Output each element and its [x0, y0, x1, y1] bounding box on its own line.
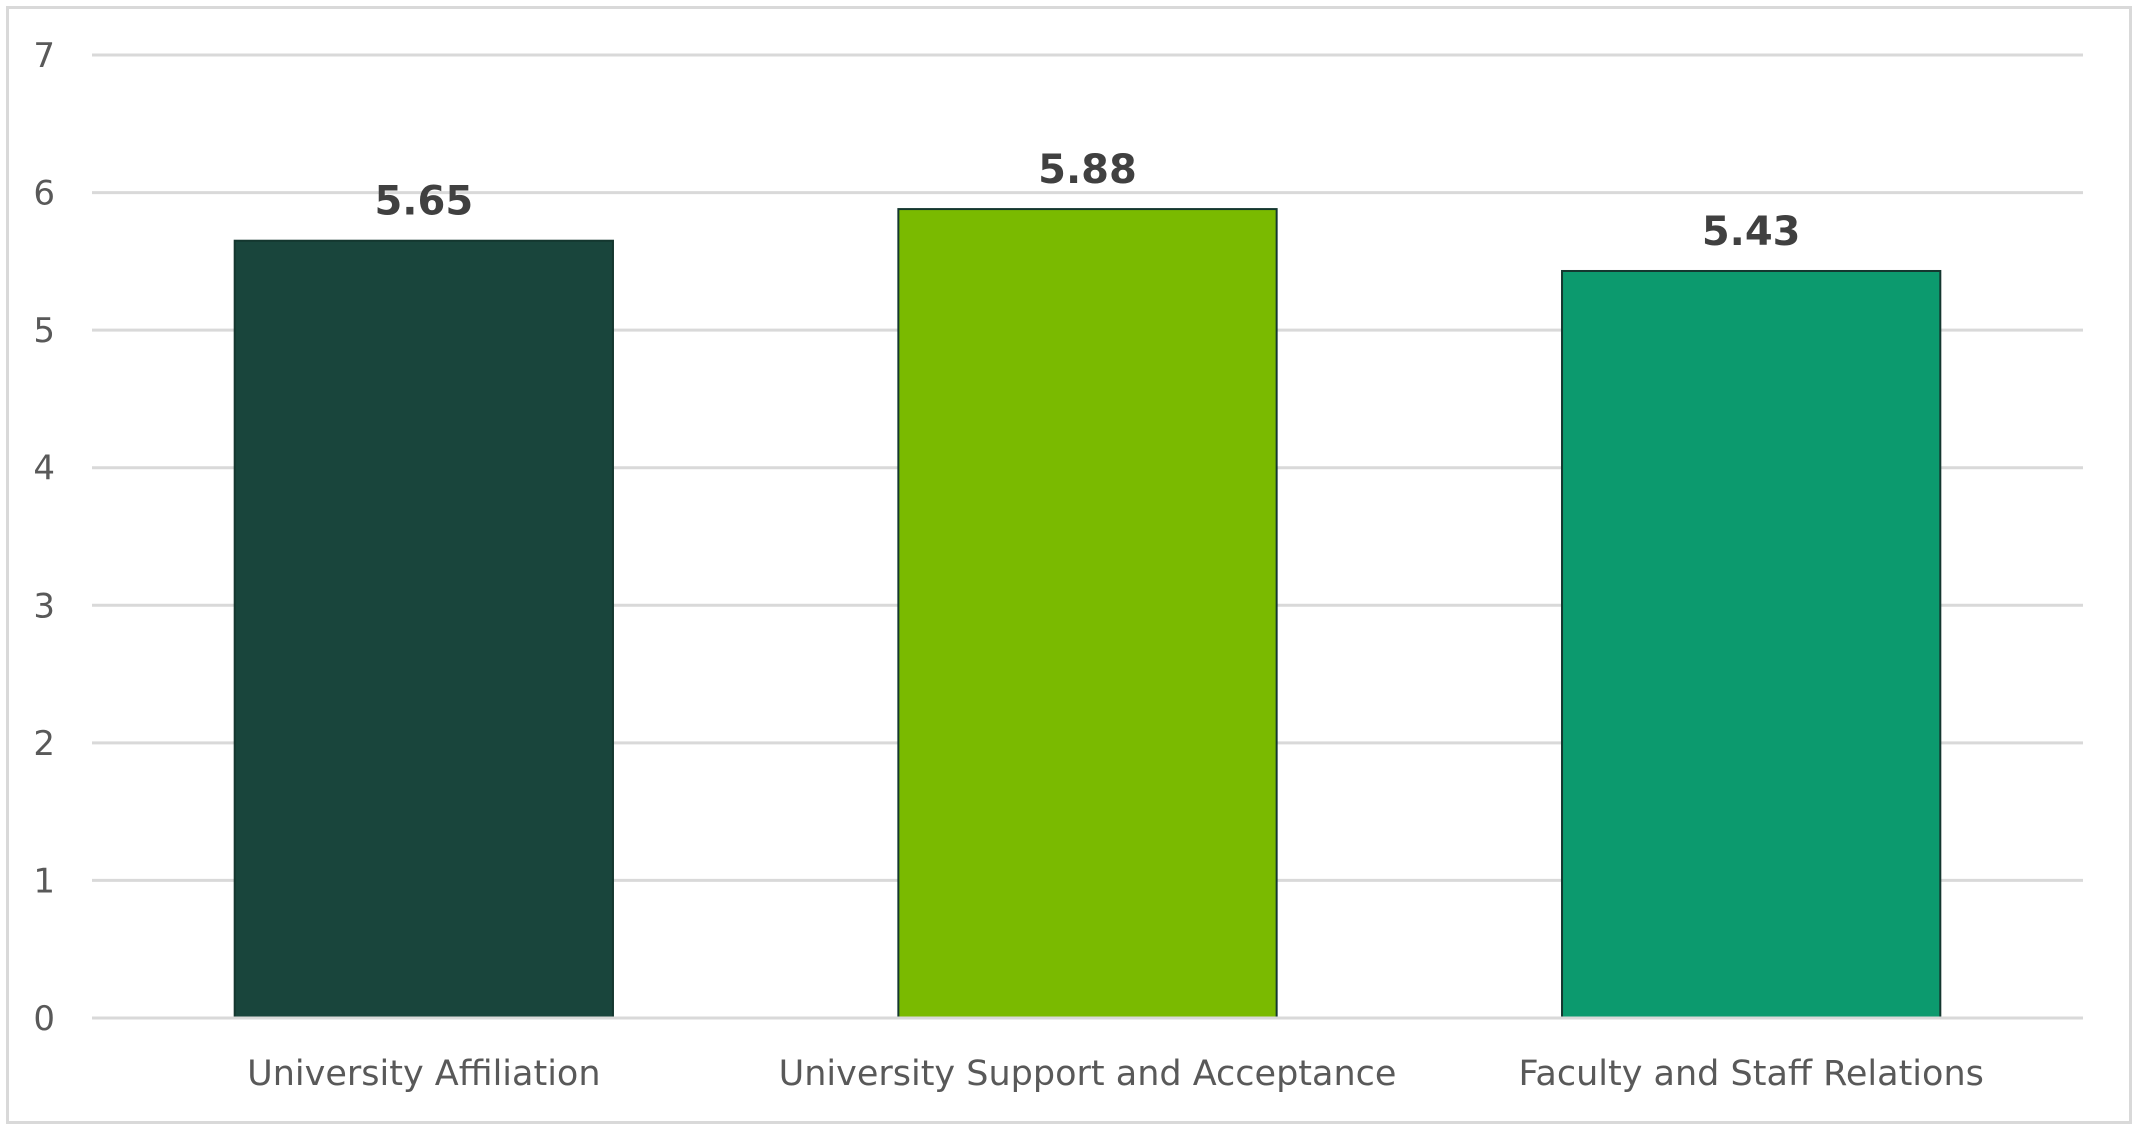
y-axis-ticks: 0 1 2 3 4 5 6 7: [33, 36, 55, 1039]
y-tick-label: 4: [33, 449, 55, 489]
data-label: 5.43: [1702, 209, 1801, 255]
data-label: 5.88: [1038, 147, 1137, 193]
data-labels: 5.65 5.88 5.43: [374, 147, 1800, 255]
y-tick-label: 1: [33, 861, 55, 901]
y-tick-label: 5: [33, 311, 55, 351]
bar-1: [233, 239, 614, 1019]
x-category-label: University Support and Acceptance: [779, 1054, 1397, 1094]
y-tick-label: 0: [33, 999, 55, 1039]
bars: [233, 208, 1942, 1020]
x-category-label: Faculty and Staff Relations: [1518, 1054, 1983, 1094]
x-axis-categories: University Affiliation University Support…: [247, 1054, 1984, 1094]
bar-3: [1561, 269, 1942, 1020]
y-tick-label: 7: [33, 36, 55, 76]
y-tick-label: 2: [33, 724, 55, 764]
x-category-label: University Affiliation: [247, 1054, 600, 1094]
bar-2: [897, 208, 1278, 1019]
data-label: 5.65: [374, 179, 473, 225]
y-tick-label: 6: [33, 174, 55, 214]
y-tick-label: 3: [33, 586, 55, 626]
